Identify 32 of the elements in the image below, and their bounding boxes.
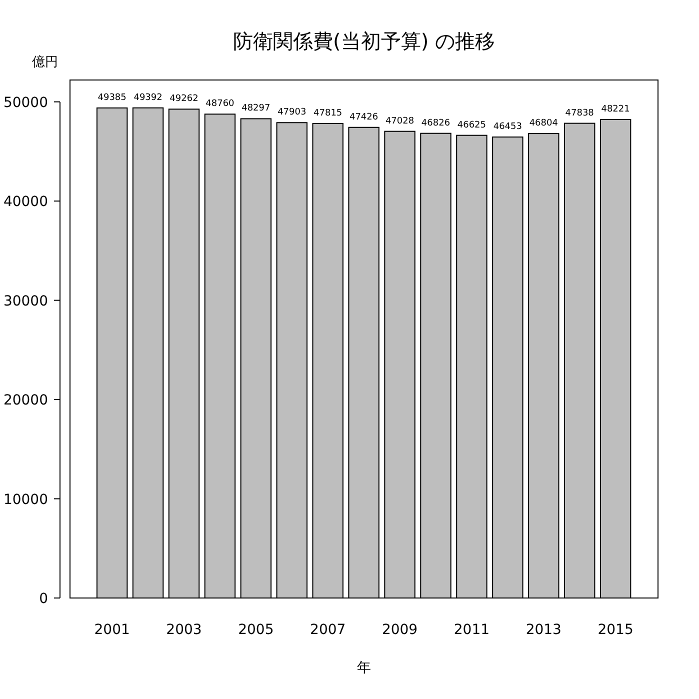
x-tick-label: 2001: [94, 622, 130, 638]
x-tick-label: 2003: [166, 622, 202, 638]
data-label: 47903: [278, 108, 306, 118]
data-label: 47426: [350, 112, 378, 122]
data-label: 49262: [170, 94, 198, 104]
data-label: 47838: [565, 108, 594, 118]
x-tick-label: 2011: [454, 622, 490, 638]
y-tick-label: 40000: [3, 194, 48, 210]
x-tick-label: 2009: [382, 622, 418, 638]
x-tick-label: 2013: [526, 622, 562, 638]
x-axis-title: 年: [357, 660, 371, 676]
data-label: 49392: [134, 92, 162, 103]
data-label: 46625: [457, 120, 486, 130]
x-tick-label: 2005: [238, 622, 274, 638]
data-label: 46453: [493, 122, 522, 132]
x-tick-label: 2015: [598, 622, 634, 638]
y-tick-label: 0: [39, 591, 48, 607]
y-tick-label: 30000: [3, 293, 48, 310]
y-tick-label: 50000: [3, 94, 48, 111]
data-label: 47815: [314, 108, 342, 119]
y-tick-label: 10000: [3, 492, 48, 508]
y-axis-title: 億円: [32, 55, 58, 70]
data-label: 46826: [421, 118, 450, 128]
data-label: 48760: [206, 99, 235, 110]
x-tick-label: 2007: [310, 622, 346, 638]
data-label: 49385: [98, 92, 126, 103]
data-label: 47028: [385, 116, 414, 126]
data-label: 48221: [601, 104, 630, 114]
y-tick-label: 20000: [3, 392, 48, 409]
chart-title: 防衛関係費(当初予算) の推移: [233, 29, 495, 53]
data-label: 46804: [529, 118, 558, 129]
data-label: 48297: [242, 104, 270, 114]
